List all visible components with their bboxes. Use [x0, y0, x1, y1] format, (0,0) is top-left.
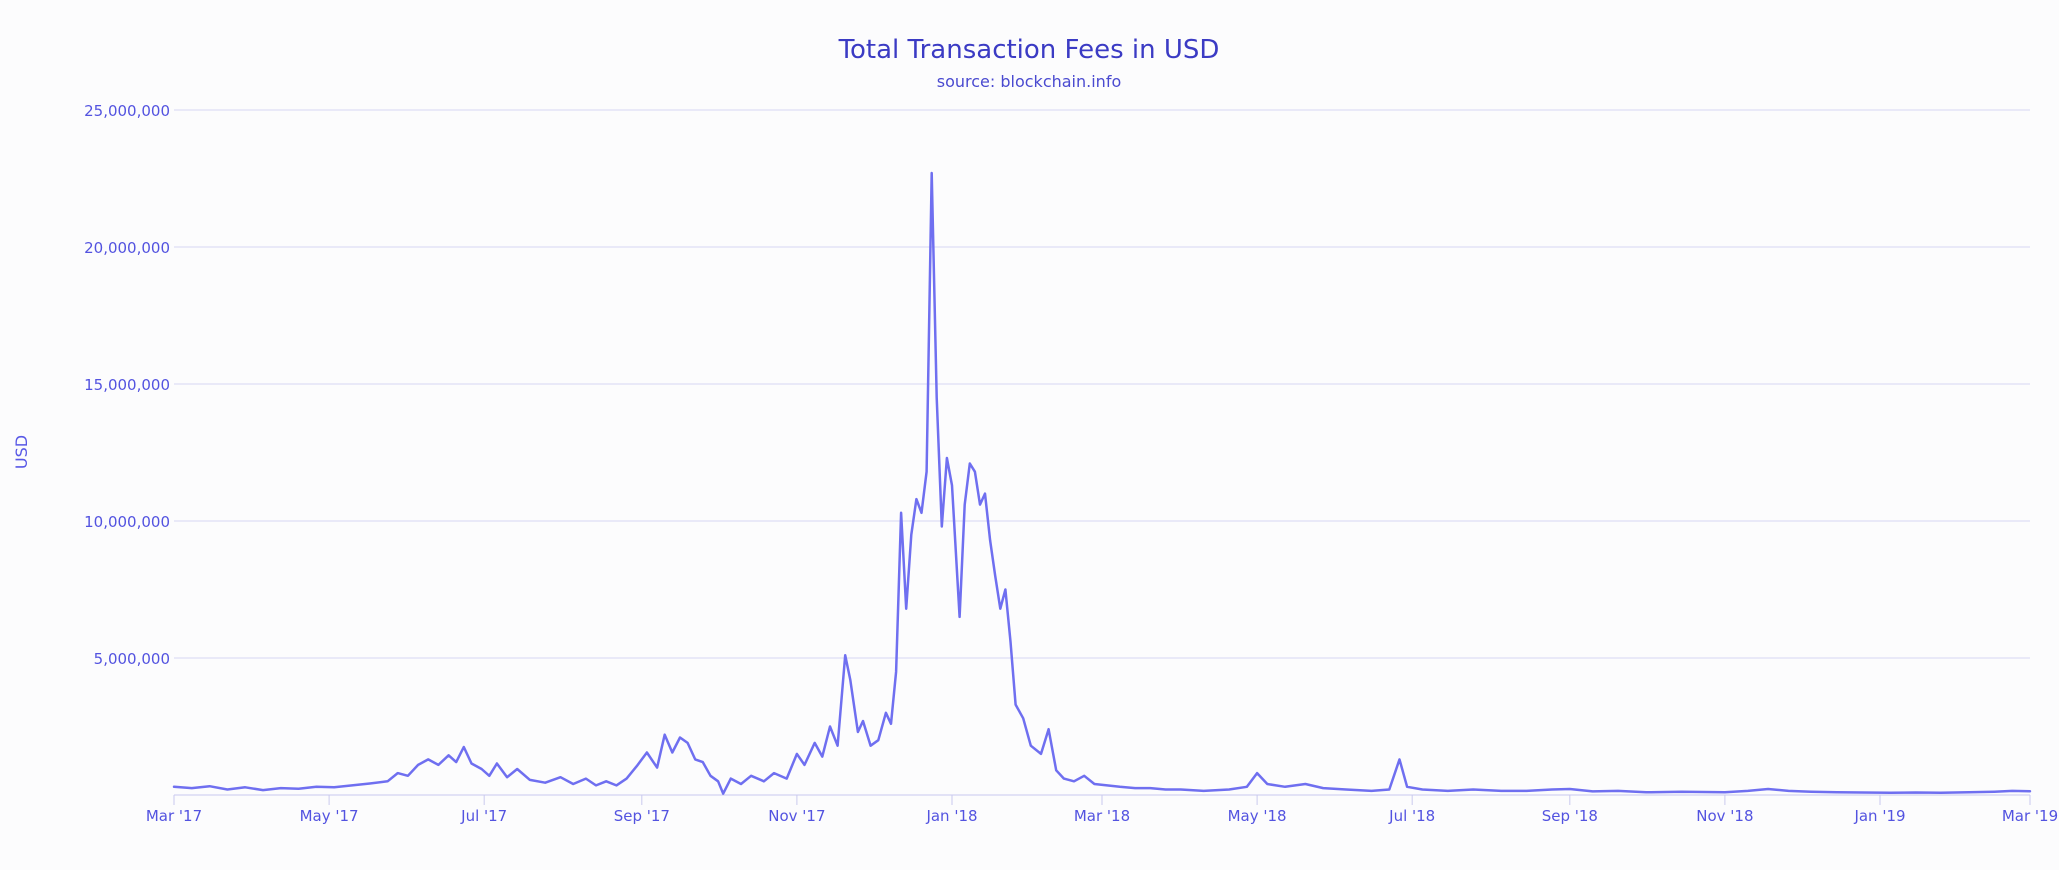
x-tick-label: Jan '18 [925, 807, 977, 825]
chart-title: Total Transaction Fees in USD [838, 35, 1220, 65]
x-tick-label: Jan '19 [1853, 807, 1905, 825]
y-axis-label: USD [12, 435, 31, 469]
x-tick-label: Nov '18 [1696, 807, 1753, 825]
x-tick-label: Mar '18 [1074, 807, 1130, 825]
grid-lines [173, 109, 2031, 805]
chart-subtitle: source: blockchain.info [937, 72, 1121, 91]
x-tick-label: Jul '18 [1388, 807, 1435, 825]
series-line [172, 171, 2032, 795]
x-tick-label: May '17 [300, 807, 359, 825]
x-tick-labels: Mar '17 May '17 Jul '17 Sep '17 Nov '17 Jan '… [146, 807, 2058, 825]
y-tick-label: 20,000,000 [84, 239, 170, 257]
x-tick-label: May '18 [1228, 807, 1287, 825]
y-tick-labels: 5,000,000 10,000,000 15,000,000 20,000,000 2… [84, 102, 170, 668]
x-tick-label: Nov '17 [768, 807, 825, 825]
y-tick-label: 10,000,000 [84, 513, 170, 531]
y-tick-label: 25,000,000 [84, 102, 170, 120]
x-tick-label: Mar '17 [146, 807, 202, 825]
x-tick-label: Sep '18 [1542, 807, 1598, 825]
x-tick-label: Sep '17 [614, 807, 670, 825]
x-tick-label: Jul '17 [460, 807, 507, 825]
x-tick-label: Mar '19 [2002, 807, 2058, 825]
y-tick-label: 15,000,000 [84, 376, 170, 394]
y-tick-label: 5,000,000 [94, 650, 170, 668]
series-layer [172, 171, 2032, 795]
